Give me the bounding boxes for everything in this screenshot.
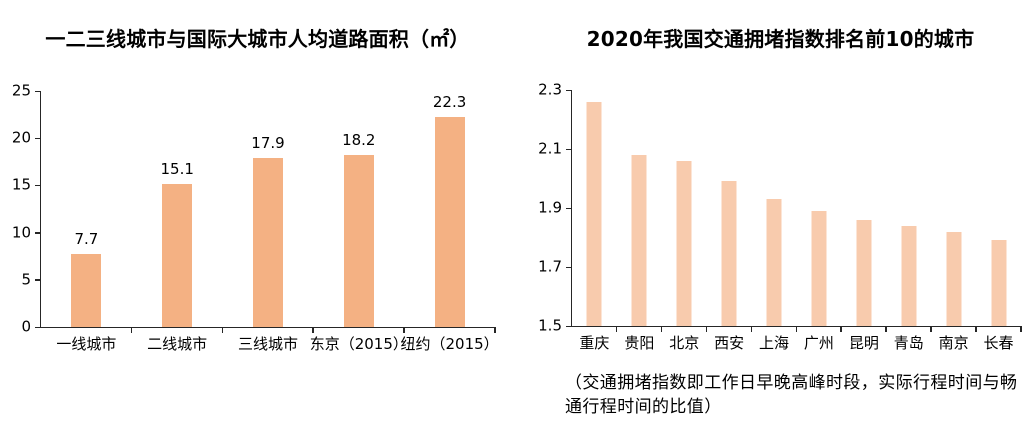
y-tick-label: 10 [11, 223, 31, 242]
y-tick-label: 1.5 [538, 316, 562, 335]
y-tick-label: 2.1 [538, 139, 562, 158]
bar-长春 [991, 240, 1007, 326]
bar-昆明 [856, 219, 872, 326]
y-tick-label: 15 [11, 175, 31, 194]
x-tick-label: 贵阳 [624, 334, 655, 352]
bar-slot: 上海 [752, 90, 797, 351]
y-axis-tick [566, 207, 572, 209]
x-axis-tick [795, 326, 797, 332]
x-tick-label: 上海 [759, 334, 790, 352]
bar-slot: 南京 [931, 90, 976, 351]
x-axis-tick [840, 326, 842, 332]
bar-slot: 18.2 东京（2015） [310, 91, 408, 352]
x-tick-label: 一线城市 [56, 335, 117, 353]
y-axis-tick [566, 325, 572, 327]
bar-广州 [811, 210, 827, 326]
x-tick-label: 青岛 [893, 334, 924, 352]
x-tick-label: 纽约（2015） [400, 335, 499, 353]
congestion-chart-title: 2020年我国交通拥堵指数排名前10的城市 [586, 27, 975, 51]
y-axis-tick [566, 266, 572, 268]
congestion-chart-panel: 2020年我国交通拥堵指数排名前10的城市 1.5 1.7 1.9 2.1 2.3 重庆贵… [530, 0, 1031, 429]
bar-value-label: 7.7 [74, 230, 99, 249]
bar-slot: 22.3 纽约（2015） [400, 91, 498, 352]
y-tick-label: 25 [11, 81, 31, 100]
bar-纽约（2015） [434, 116, 465, 327]
bar-slot: 广州 [797, 90, 842, 351]
y-axis-tick [35, 90, 41, 92]
x-axis-tick [312, 327, 314, 333]
x-axis-tick [494, 327, 496, 333]
x-tick-label: 东京（2015） [309, 335, 408, 353]
bar-slot: 17.9 三线城市 [223, 91, 314, 352]
x-axis-tick [403, 327, 405, 333]
bar-青岛 [901, 225, 917, 326]
x-axis-tick [221, 327, 224, 333]
bar-slot: 贵阳 [617, 90, 662, 351]
congestion-plot-area: 1.5 1.7 1.9 2.1 2.3 重庆 贵阳 北京 西安 上海 广州 昆明 青岛 南京 长春 [538, 82, 1022, 351]
x-axis-tick [885, 326, 887, 332]
y-axis-tick [566, 148, 572, 150]
x-axis-tick [130, 327, 133, 333]
road-area-plot-area: 0 5 10 15 20 25 7.7 一线城市 15.1 二线城市 17.9 三线城市 18.2 东京（… [12, 83, 499, 352]
x-axis-tick [750, 326, 753, 332]
x-tick-label: 西安 [714, 334, 745, 352]
bar-西安 [721, 181, 737, 326]
bar-三线城市 [252, 158, 283, 327]
x-axis-tick [615, 326, 618, 332]
y-tick-label: 20 [11, 128, 31, 147]
bar-slot: 昆明 [841, 90, 886, 351]
bar-二线城市 [162, 184, 193, 327]
bar-南京 [946, 231, 962, 326]
y-tick-label: 5 [21, 270, 31, 289]
bar-value-label: 18.2 [342, 131, 376, 150]
bar-value-label: 17.9 [251, 134, 285, 153]
y-tick-label: 2.3 [538, 80, 562, 99]
bar-slot: 长春 [976, 90, 1021, 351]
bar-东京（2015） [343, 155, 374, 327]
bar-slot: 15.1 二线城市 [132, 91, 223, 352]
bar-slot: 青岛 [886, 90, 931, 351]
road-area-chart-panel: 一二三线城市与国际大城市人均道路面积（㎡） 0 5 10 15 20 25 7.7 一线城市 1… [0, 0, 515, 429]
x-tick-label: 三线城市 [237, 335, 298, 353]
bar-value-label: 22.3 [432, 92, 467, 111]
bar-一线城市 [71, 254, 102, 327]
bar-重庆 [586, 101, 602, 326]
road-area-chart-title: 一二三线城市与国际大城市人均道路面积（㎡） [45, 27, 470, 51]
bar-value-label: 15.1 [160, 160, 194, 179]
y-axis-tick [35, 137, 41, 140]
y-axis-tick [35, 232, 41, 234]
x-axis-tick [1020, 326, 1022, 332]
bar-slot: 重庆 [572, 90, 617, 351]
y-tick-label: 1.7 [538, 257, 562, 276]
y-tick-label: 1.9 [538, 198, 562, 217]
congestion-index-footnote: （交通拥堵指数即工作日早晚高峰时段，实际行程时间与畅 通行程时间的比值） [565, 373, 1018, 417]
bar-slot: 7.7 一线城市 [41, 91, 132, 352]
x-tick-label: 广州 [803, 334, 834, 352]
y-axis-tick [566, 89, 572, 91]
x-axis-tick [975, 326, 977, 332]
x-axis-tick [660, 326, 663, 332]
x-tick-label: 二线城市 [147, 335, 208, 353]
y-axis-tick [35, 184, 41, 187]
y-tick-label: 0 [21, 317, 31, 336]
x-tick-label: 南京 [938, 334, 969, 352]
x-tick-label: 长春 [983, 334, 1014, 352]
bar-slot: 西安 [707, 90, 752, 351]
bar-上海 [766, 199, 782, 326]
y-axis-tick [35, 326, 41, 328]
x-tick-label: 重庆 [579, 334, 610, 352]
bar-北京 [676, 160, 692, 326]
x-axis-tick [705, 326, 708, 332]
x-tick-label: 北京 [669, 334, 700, 352]
bar-slot: 北京 [662, 90, 707, 351]
y-axis-tick [35, 279, 41, 281]
x-axis-tick [930, 326, 932, 332]
bar-贵阳 [631, 154, 647, 326]
x-tick-label: 昆明 [848, 334, 879, 352]
